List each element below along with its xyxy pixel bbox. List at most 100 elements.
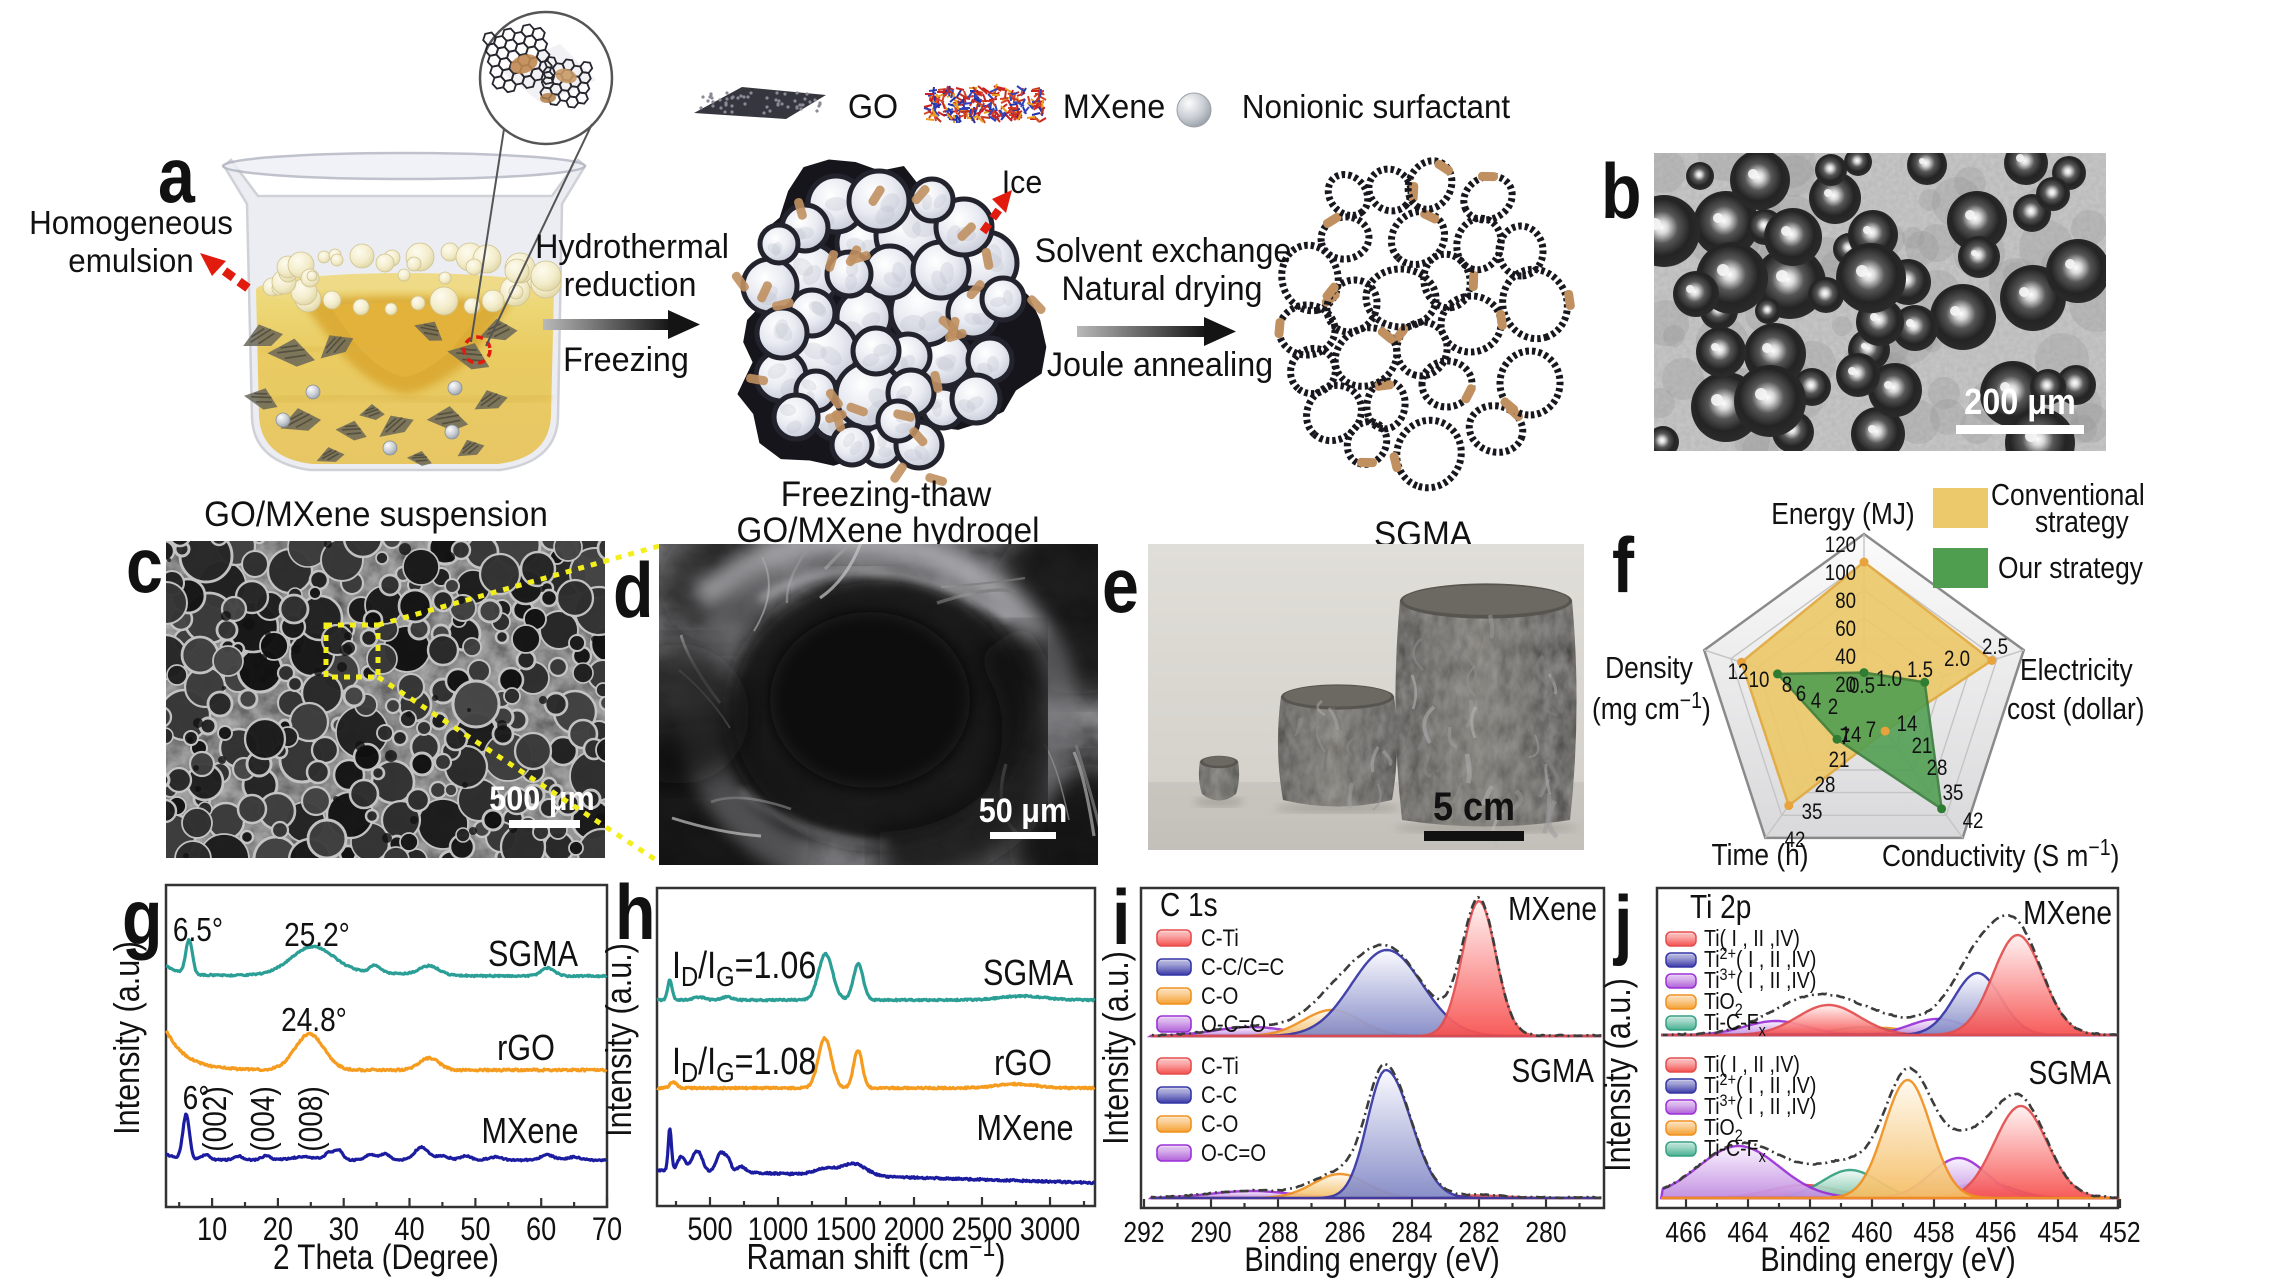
svg-text:282: 282 — [1458, 1216, 1499, 1248]
svg-text:Density: Density — [1605, 651, 1693, 685]
svg-text:288: 288 — [1257, 1216, 1298, 1248]
svg-text:rGO: rGO — [994, 1044, 1052, 1084]
svg-text:C-O: C-O — [1201, 1110, 1238, 1137]
svg-text:2 Theta (Degree): 2 Theta (Degree) — [273, 1238, 499, 1277]
svg-text:462: 462 — [1789, 1216, 1830, 1248]
svg-text:3000: 3000 — [1020, 1212, 1080, 1248]
svg-text:1500: 1500 — [816, 1212, 876, 1248]
svg-text:200 μm: 200 μm — [1964, 382, 2076, 422]
svg-text:Nonionic surfactant: Nonionic surfactant — [1242, 88, 1510, 125]
svg-text:20: 20 — [1835, 674, 1856, 698]
svg-text:500: 500 — [687, 1212, 732, 1248]
svg-text:284: 284 — [1391, 1216, 1432, 1248]
svg-text:60: 60 — [526, 1212, 556, 1248]
svg-text:Ti2+( I , II ,IV): Ti2+( I , II ,IV) — [1704, 1071, 1816, 1098]
svg-text:30: 30 — [329, 1212, 359, 1248]
svg-text:(002): (002) — [197, 1086, 234, 1151]
svg-text:4: 4 — [1811, 690, 1821, 714]
svg-text:2000: 2000 — [884, 1212, 944, 1248]
svg-text:35: 35 — [1802, 801, 1823, 825]
svg-text:strategy: strategy — [2035, 505, 2129, 539]
svg-text:80: 80 — [1835, 590, 1856, 614]
svg-text:cost (dollar): cost (dollar) — [2007, 692, 2145, 726]
svg-text:rGO: rGO — [497, 1029, 555, 1069]
svg-text:10: 10 — [1749, 669, 1770, 693]
svg-text:j: j — [1612, 880, 1632, 967]
svg-text:456: 456 — [1975, 1216, 2016, 1248]
svg-text:Conventional: Conventional — [1991, 478, 2145, 512]
svg-text:Binding energy (eV): Binding energy (eV) — [1760, 1240, 2015, 1279]
svg-text:1.5: 1.5 — [1907, 659, 1933, 683]
svg-text:g: g — [122, 874, 163, 961]
svg-text:460: 460 — [1851, 1216, 1892, 1248]
svg-text:GO/MXene hydrogel: GO/MXene hydrogel — [736, 511, 1039, 550]
svg-text:a: a — [158, 132, 196, 219]
svg-text:O-C=O: O-C=O — [1201, 1010, 1266, 1037]
svg-text:SGMA: SGMA — [1511, 1053, 1594, 1090]
svg-text:2: 2 — [1828, 696, 1838, 720]
svg-text:Energy (MJ): Energy (MJ) — [1771, 497, 1914, 531]
svg-text:452: 452 — [2099, 1216, 2140, 1248]
svg-text:Binding energy (eV): Binding energy (eV) — [1244, 1240, 1499, 1279]
svg-text:C-C/C=C: C-C/C=C — [1201, 953, 1284, 980]
svg-text:6: 6 — [1796, 683, 1806, 707]
svg-text:f: f — [1612, 522, 1635, 609]
svg-text:Intensity (a.u.): Intensity (a.u.) — [108, 941, 148, 1135]
svg-text:C-Ti: C-Ti — [1201, 1052, 1239, 1079]
svg-text:Raman shift (cm−1): Raman shift (cm−1) — [747, 1232, 1006, 1277]
svg-text:8: 8 — [1782, 674, 1792, 698]
svg-text:50: 50 — [460, 1212, 490, 1248]
svg-text:454: 454 — [2037, 1216, 2078, 1248]
svg-text:MXene: MXene — [482, 1112, 579, 1152]
svg-text:MXene: MXene — [1508, 891, 1597, 928]
svg-text:h: h — [615, 869, 656, 956]
svg-text:28: 28 — [1927, 757, 1948, 781]
svg-text:20: 20 — [263, 1212, 293, 1248]
svg-text:100: 100 — [1825, 562, 1856, 586]
svg-text:Hydrothermal: Hydrothermal — [535, 228, 729, 266]
svg-text:Joule annealing: Joule annealing — [1047, 346, 1273, 384]
svg-text:emulsion: emulsion — [68, 242, 193, 279]
svg-text:MXene: MXene — [1063, 88, 1165, 126]
svg-text:Our strategy: Our strategy — [1998, 551, 2143, 585]
svg-text:Ti( I , II ,IV): Ti( I , II ,IV) — [1704, 926, 1800, 952]
svg-text:1.0: 1.0 — [1876, 668, 1902, 692]
svg-text:25.2°: 25.2° — [284, 917, 350, 954]
svg-text:O-C=O: O-C=O — [1201, 1139, 1266, 1166]
svg-text:28: 28 — [1815, 774, 1836, 798]
svg-text:14: 14 — [1841, 724, 1862, 748]
svg-text:21: 21 — [1829, 749, 1850, 773]
svg-text:Conductivity (S m−1): Conductivity (S m−1) — [1882, 835, 2119, 874]
svg-text:290: 290 — [1190, 1216, 1231, 1248]
svg-text:Ti( I , II ,IV): Ti( I , II ,IV) — [1704, 1052, 1800, 1078]
svg-text:70: 70 — [592, 1212, 622, 1248]
svg-text:292: 292 — [1123, 1216, 1164, 1248]
svg-text:C-O: C-O — [1201, 982, 1238, 1009]
svg-text:TiO2: TiO2 — [1704, 1115, 1743, 1146]
svg-text:0.5: 0.5 — [1849, 675, 1875, 699]
svg-text:reduction: reduction — [564, 266, 697, 304]
svg-text:MXene: MXene — [2023, 895, 2112, 932]
svg-text:280: 280 — [1525, 1216, 1566, 1248]
svg-text:TiO2: TiO2 — [1704, 989, 1743, 1020]
svg-text:42: 42 — [1963, 810, 1984, 834]
svg-text:SGMA: SGMA — [983, 954, 1074, 994]
svg-text:Solvent exchange: Solvent exchange — [1035, 232, 1292, 270]
svg-text:6°: 6° — [183, 1080, 210, 1117]
svg-text:GO: GO — [848, 88, 898, 126]
svg-text:2.0: 2.0 — [1944, 648, 1970, 672]
svg-text:Ti-C-Fx: Ti-C-Fx — [1704, 1136, 1766, 1167]
svg-text:b: b — [1601, 148, 1642, 235]
svg-text:6.5°: 6.5° — [173, 912, 223, 949]
svg-text:i: i — [1112, 874, 1130, 961]
svg-text:5 cm: 5 cm — [1433, 785, 1515, 829]
svg-text:Freezing-thaw: Freezing-thaw — [781, 475, 992, 514]
svg-text:40: 40 — [1835, 646, 1856, 670]
svg-text:458: 458 — [1913, 1216, 1954, 1248]
svg-text:Intensity (a.u.): Intensity (a.u.) — [1599, 978, 1639, 1172]
svg-text:Intensity (a.u.): Intensity (a.u.) — [1097, 951, 1137, 1145]
svg-text:Freezing: Freezing — [563, 341, 689, 379]
svg-text:Natural drying: Natural drying — [1061, 270, 1262, 308]
svg-text:24.8°: 24.8° — [281, 1002, 347, 1039]
svg-text:10: 10 — [197, 1212, 227, 1248]
